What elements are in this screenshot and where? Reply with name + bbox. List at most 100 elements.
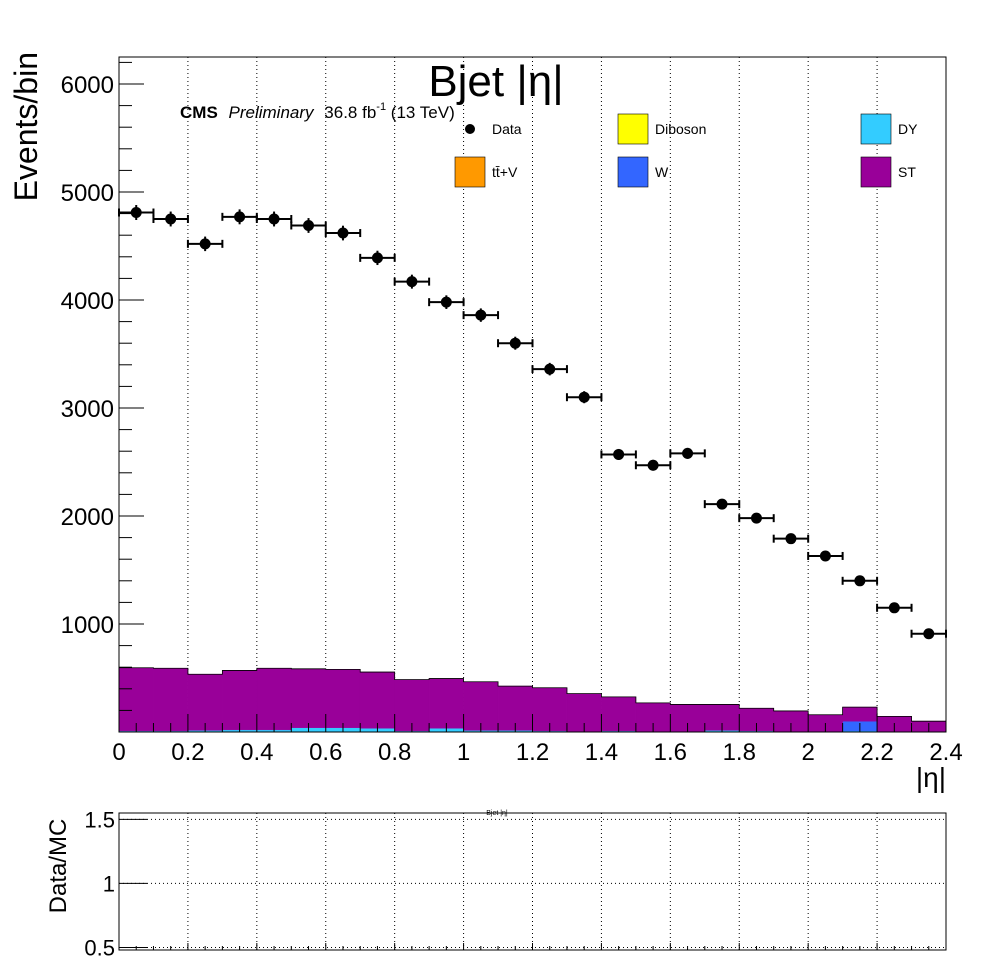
data-point-marker (371, 252, 383, 264)
data-points (118, 205, 947, 640)
data-point-marker (819, 550, 831, 562)
stack-bar-st (291, 668, 326, 728)
legend-label: ST (898, 164, 916, 180)
y-axis-ticks: 1000 2000 3000 4000 5000 6000 (61, 61, 144, 711)
lumi-energy: (13 TeV) (386, 103, 455, 122)
legend-entry: DY (860, 113, 918, 145)
data-point (393, 274, 431, 289)
stack-bar-st (153, 668, 189, 732)
x-tick-label: 1.8 (723, 739, 756, 766)
legend-entry: tt̄+V (454, 156, 518, 188)
y-tick-label: 6000 (61, 72, 114, 99)
ratio-y-axis-title: Data/MC (45, 819, 72, 914)
legend-entry: ST (860, 156, 916, 188)
legend-entry: Data (465, 121, 522, 137)
y-axis-title: Events/bin (8, 52, 44, 201)
data-point-marker (716, 498, 728, 510)
data-point-marker (578, 391, 590, 403)
data-point (497, 336, 534, 350)
legend-marker (465, 124, 475, 134)
legend-swatch (617, 156, 649, 188)
cms-label: CMS Preliminary 36.8 fb-1 (13 TeV) (180, 101, 455, 122)
data-point (186, 236, 224, 252)
data-point (255, 211, 293, 227)
x-tick-label: 0.8 (378, 739, 411, 766)
x-tick-label: 1.4 (585, 739, 618, 766)
legend-label: Diboson (655, 121, 706, 137)
x-axis-ticks: 0 0.2 0.4 0.6 0.8 1 1.2 1.4 1.6 1.8 2 2.2 2.4 (112, 714, 963, 766)
legend-label: Data (492, 121, 522, 137)
data-point-marker (923, 628, 935, 640)
data-point (462, 308, 500, 322)
data-point-marker (406, 276, 418, 288)
ratio-plot: 0.5 1 1.5 Bjet |η| Data/MC (45, 807, 947, 960)
stack-bar-st (118, 667, 154, 732)
data-point (324, 225, 362, 241)
data-point-marker (337, 227, 349, 239)
main-plot: 0 0.2 0.4 0.6 0.8 1 1.2 1.4 1.6 1.8 2 2.2 2.4 1000 20… (8, 52, 963, 793)
data-point-marker (750, 512, 762, 524)
data-point-marker (268, 213, 280, 225)
stack-bar-st (187, 673, 223, 731)
ratio-x-axis-ticks (118, 943, 947, 950)
data-point-marker (613, 448, 625, 460)
legend-label: DY (898, 121, 918, 137)
x-tick-label: 0 (112, 739, 125, 766)
data-point (807, 550, 844, 562)
y-tick-label: 3000 (61, 396, 114, 423)
ratio-y-axis-ticks: 0.5 1 1.5 (84, 807, 147, 960)
legend-entry: Diboson (617, 113, 706, 145)
data-point (738, 512, 775, 524)
x-axis-title: |η| (916, 762, 946, 793)
y-tick-label: 5000 (61, 180, 114, 207)
ratio-y-tick-label: 0.5 (84, 935, 115, 960)
data-point (152, 211, 189, 227)
data-point-marker (888, 602, 900, 614)
legend-swatch (454, 156, 486, 188)
data-point-marker (509, 337, 521, 349)
x-tick-label: 1 (457, 739, 470, 766)
data-point (118, 205, 155, 221)
data-point-marker (199, 238, 211, 250)
ratio-title: Bjet |η| (486, 810, 508, 817)
x-tick-label: 1.2 (516, 739, 549, 766)
ratio-y-tick-label: 1.5 (84, 807, 115, 832)
data-point-marker (544, 363, 556, 375)
main-grid (187, 57, 878, 732)
data-point (772, 533, 810, 545)
data-point (359, 250, 396, 266)
data-point-marker (475, 309, 487, 321)
lumi-value: 36.8 fb (324, 103, 376, 122)
x-tick-label: 2.2 (860, 739, 893, 766)
data-point (428, 295, 465, 309)
legend-swatch (860, 156, 892, 188)
x-tick-label: 2.4 (929, 739, 962, 766)
data-point-marker (647, 459, 659, 471)
data-point (221, 209, 258, 225)
data-point (841, 575, 879, 587)
y-tick-label: 4000 (61, 288, 114, 315)
legend-entry: W (617, 156, 669, 188)
ratio-grid (119, 813, 946, 950)
data-point-marker (130, 207, 142, 219)
legend-swatch (860, 113, 892, 145)
stack-bar-st (428, 678, 464, 729)
x-tick-label: 0.4 (240, 739, 273, 766)
data-point (531, 362, 568, 376)
data-point-marker (303, 219, 315, 231)
y-tick-label: 2000 (61, 504, 114, 531)
x-tick-label: 0.6 (309, 739, 342, 766)
data-point-marker (854, 575, 866, 587)
experiment-label: CMS (180, 103, 218, 122)
legend-label: tt̄+V (492, 164, 518, 180)
lumi-exponent: -1 (376, 101, 386, 113)
data-point (876, 602, 913, 614)
legend-label: W (655, 164, 669, 180)
stack-bar-st (359, 671, 395, 729)
x-tick-label: 2 (801, 739, 814, 766)
data-point-marker (440, 296, 452, 308)
x-tick-label: 1.6 (654, 739, 687, 766)
data-point-marker (785, 533, 797, 545)
chart-title: Bjet |η| (428, 57, 563, 106)
